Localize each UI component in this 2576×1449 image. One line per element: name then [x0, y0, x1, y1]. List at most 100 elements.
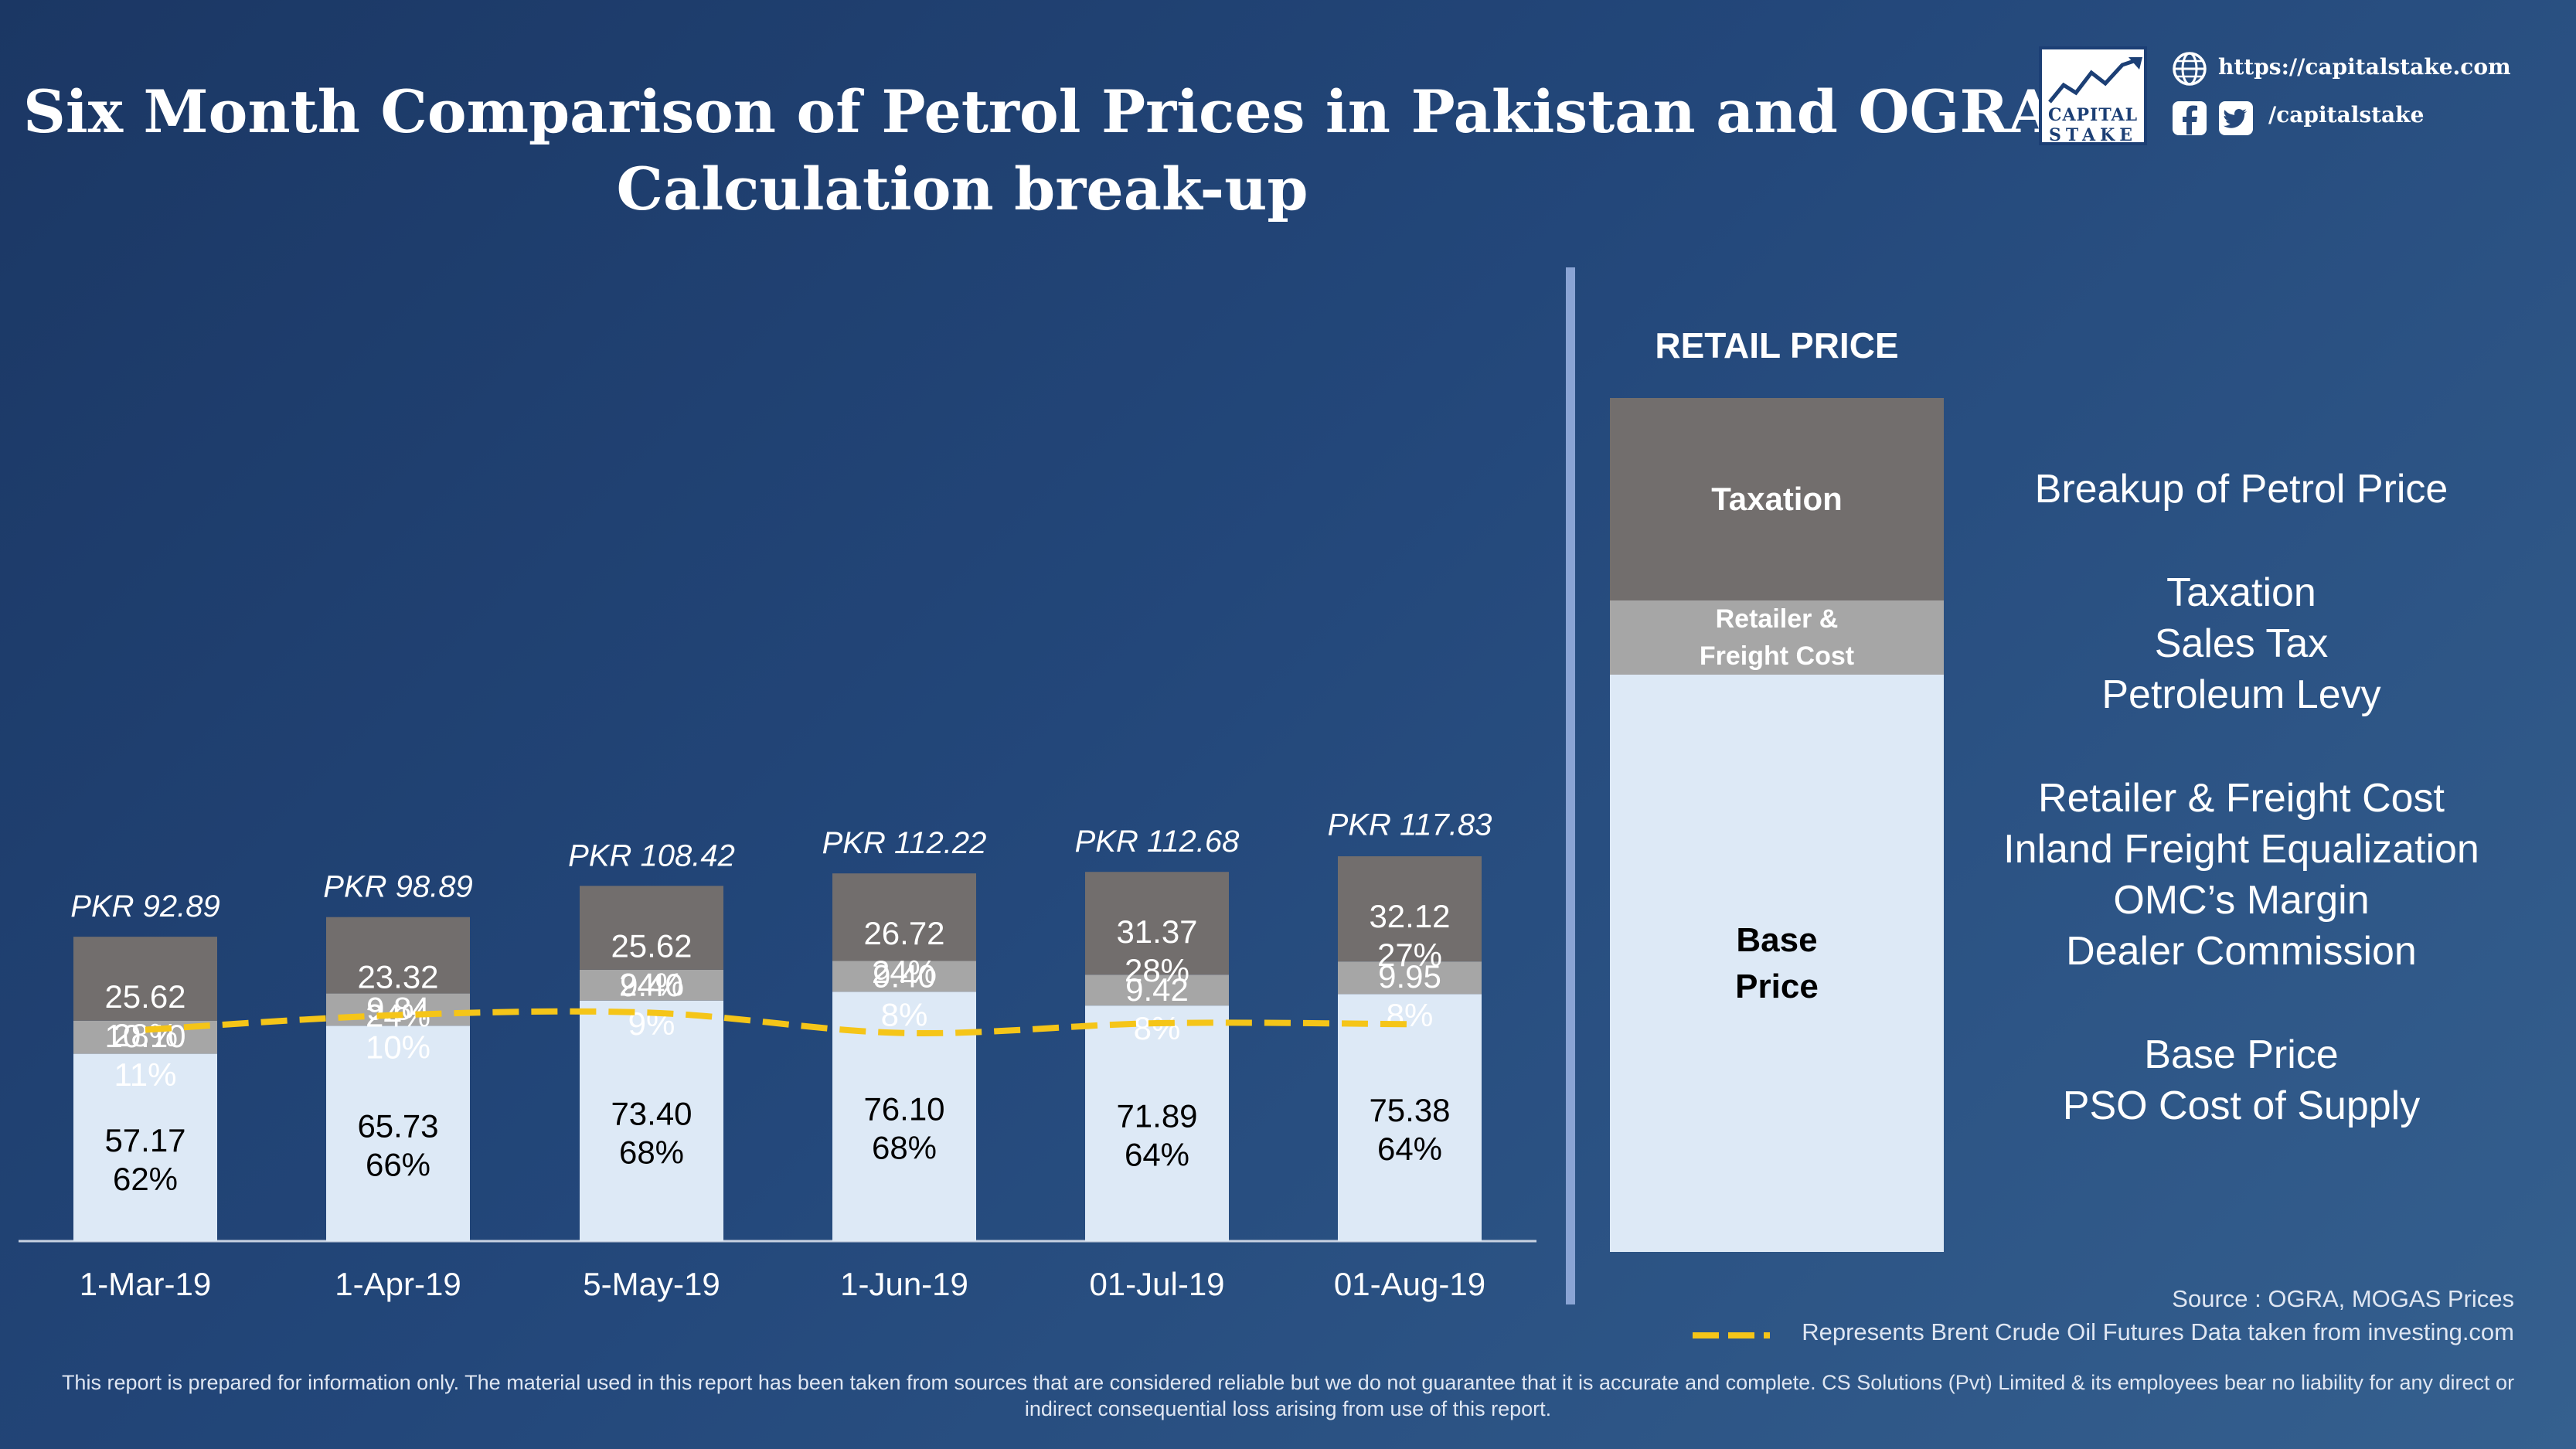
bar-percent-label: 8% [1387, 997, 1434, 1033]
bar-percent-label: 24% [619, 966, 684, 1002]
bar-percent-label: 8% [881, 996, 928, 1032]
x-tick-label: 1-Jun-19 [840, 1266, 968, 1302]
x-tick-label: 01-Jul-19 [1089, 1266, 1224, 1302]
retail-retailer-label-line-1: Retailer & [1715, 604, 1839, 634]
brent-legend-dash-icon [1693, 1332, 1770, 1338]
bar-percent-label: 27% [1377, 937, 1442, 973]
retail-base-label-line-2: Price [1735, 967, 1819, 1005]
bar-value-label: 26.72 [863, 915, 944, 951]
x-tick-label: 5-May-19 [583, 1266, 720, 1302]
bar-value-label: 9.84 [366, 991, 430, 1027]
bar-value-label: 32.12 [1369, 898, 1450, 934]
bar-segment [1085, 1005, 1229, 1241]
bar-segment [73, 937, 217, 1021]
trend-chart-icon [2048, 57, 2142, 104]
twitter-icon[interactable] [2218, 100, 2254, 136]
bar-segment [580, 886, 723, 970]
bar-value-label: 57.17 [104, 1122, 185, 1158]
bar-value-label: 73.40 [611, 1095, 692, 1131]
facebook-icon[interactable] [2172, 100, 2207, 136]
bar-segment [580, 1000, 723, 1241]
bar-value-label: 10.10 [104, 1018, 185, 1054]
petrol-price-breakup-list: Breakup of Petrol Price Taxation Sales T… [1959, 464, 2523, 1131]
breakup-item: OMC’s Margin [2113, 878, 2370, 923]
bar-value-label: 9.95 [1378, 958, 1441, 995]
bar-percent-label: 28% [1125, 952, 1189, 988]
bar-percent-label: 66% [366, 1147, 430, 1183]
breakup-item: Petroleum Levy [2101, 672, 2381, 717]
page-title-line-1: Six Month Comparison of Petrol Prices in… [23, 77, 2101, 146]
bar-value-label: 23.32 [357, 959, 438, 995]
bar-percent-label: 11% [114, 1056, 177, 1093]
brent-legend-text: Represents Brent Crude Oil Futures Data … [1802, 1318, 2514, 1345]
retail-retailer-freight-block: Retailer & Freight Cost [1610, 600, 1944, 675]
bar-segment [1338, 994, 1482, 1241]
capital-stake-logo: CAPITAL STAKE [2039, 46, 2147, 145]
bar-total-label: PKR 117.83 [1328, 808, 1492, 842]
disclaimer-line-2: indirect consequential loss arising from… [1024, 1397, 1552, 1420]
retail-base-price-block: Base Price [1610, 675, 1944, 1252]
bar-percent-label: 62% [113, 1161, 178, 1197]
bar-value-label: 31.37 [1116, 913, 1197, 950]
bar-segment [580, 969, 723, 1001]
bar-value-label: 25.62 [611, 927, 692, 964]
retail-taxation-block: Taxation [1610, 398, 1944, 600]
bar-segment [326, 1026, 470, 1241]
website-link[interactable]: https://capitalstake.com [2218, 54, 2511, 80]
breakup-group-title: Retailer & Freight Cost [2038, 776, 2445, 821]
breakup-item: Dealer Commission [2066, 929, 2417, 974]
bar-value-label: 9.42 [1125, 971, 1189, 1008]
retail-price-title: RETAIL PRICE [1655, 325, 1899, 366]
bar-value-label: 9.40 [620, 967, 683, 1003]
bar-segment [1338, 856, 1482, 962]
bar-percent-label: 68% [619, 1134, 684, 1170]
bar-value-label: 65.73 [357, 1108, 438, 1145]
bar-value-label: 9.40 [873, 957, 936, 994]
bar-segment [832, 873, 976, 961]
retail-retailer-label-line-2: Freight Cost [1699, 641, 1855, 671]
bar-percent-label: 28% [113, 1017, 178, 1053]
bar-segment [326, 917, 470, 994]
disclaimer-line-1: This report is prepared for information … [61, 1371, 2515, 1394]
x-tick-label: 1-Mar-19 [80, 1266, 211, 1302]
x-tick-label: 01-Aug-19 [1334, 1266, 1485, 1302]
bar-percent-label: 24% [872, 954, 937, 990]
bar-segment [1085, 872, 1229, 975]
bar-value-label: 76.10 [863, 1091, 944, 1128]
bar-total-label: PKR 112.68 [1075, 825, 1240, 859]
bar-percent-label: 68% [872, 1130, 937, 1166]
logo-text-capital: CAPITAL [2047, 105, 2139, 125]
bar-percent-label: 64% [1125, 1137, 1189, 1173]
globe-icon [2173, 52, 2207, 86]
disclaimer: This report is prepared for information … [15, 1369, 2561, 1422]
social-handle-link[interactable]: /capitalstake [2268, 102, 2425, 128]
source-note: Source : OGRA, MOGAS Prices [2172, 1285, 2514, 1312]
breakup-item: Inland Freight Equalization [2003, 827, 2479, 872]
bar-total-label: PKR 108.42 [568, 838, 735, 872]
bar-total-label: PKR 92.89 [70, 889, 219, 923]
x-tick-label: 1-Apr-19 [335, 1266, 461, 1302]
breakup-heading: Breakup of Petrol Price [2034, 467, 2448, 512]
breakup-group-title: Taxation [2166, 570, 2316, 615]
retail-taxation-label: Taxation [1711, 481, 1843, 517]
breakup-group-title: Base Price [2144, 1032, 2339, 1077]
bar-percent-label: 10% [366, 1029, 430, 1066]
breakup-item: PSO Cost of Supply [2062, 1083, 2421, 1128]
bar-total-label: PKR 112.22 [822, 826, 987, 860]
bar-value-label: 25.62 [104, 978, 185, 1015]
bar-percent-label: 8% [1134, 1010, 1181, 1046]
brent-crude-line [145, 1008, 1411, 1036]
bar-percent-label: 64% [1377, 1131, 1442, 1167]
bar-segment [1338, 961, 1482, 995]
breakup-item: Sales Tax [2154, 621, 2329, 666]
section-divider [1566, 267, 1575, 1304]
bar-segment [73, 1053, 217, 1241]
bar-segment [832, 961, 976, 992]
bar-segment [1085, 975, 1229, 1006]
bar-total-label: PKR 98.89 [323, 870, 472, 904]
bar-value-label: 71.89 [1116, 1098, 1197, 1134]
page-title: Six Month Comparison of Petrol Prices in… [23, 73, 2101, 228]
bar-value-label: 75.38 [1369, 1092, 1450, 1128]
retail-base-label-line-1: Base [1736, 920, 1818, 959]
